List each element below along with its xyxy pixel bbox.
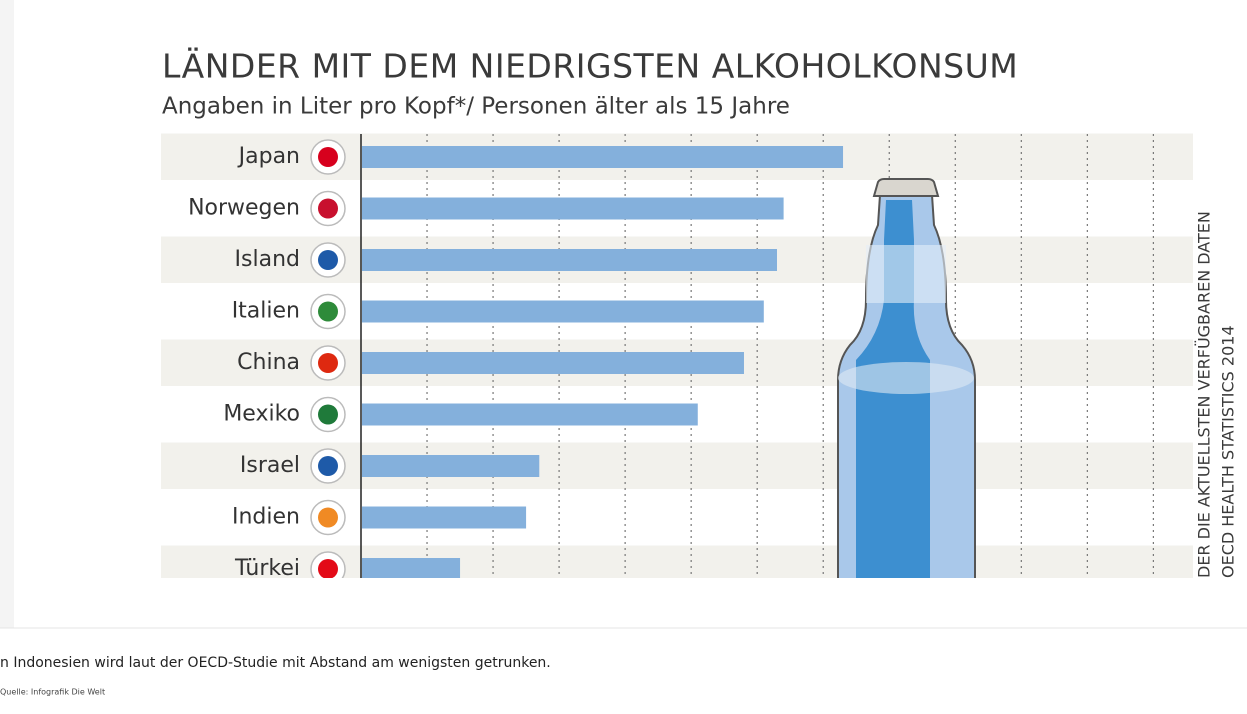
bar xyxy=(362,403,698,426)
flag-emblem xyxy=(318,559,338,578)
side-strip xyxy=(0,0,14,628)
flag-emblem xyxy=(318,507,338,528)
bar xyxy=(362,300,764,323)
bar xyxy=(362,558,461,578)
bar xyxy=(362,455,540,477)
y-tick-label: Italien xyxy=(232,299,300,324)
chart-title: LÄNDER MIT DEM NIEDRIGSTEN ALKOHOLKONSUM xyxy=(162,47,1018,86)
plot: Japan Norwegen Island Italien China Mexiko Isr… xyxy=(161,133,1193,581)
bar xyxy=(362,352,744,374)
y-tick-label: Mexiko xyxy=(223,402,300,427)
bar xyxy=(362,506,527,529)
annotation: DER DIE AKTUELLSTEN VERFÜGBAREN DATEN xyxy=(1195,211,1214,578)
flag-emblem xyxy=(318,250,338,270)
flag-emblem xyxy=(318,456,338,476)
y-tick-label: Island xyxy=(235,247,300,272)
y-tick-label: Israel xyxy=(240,453,300,478)
y-tick-label: Indien xyxy=(232,505,300,530)
bottle-shine xyxy=(838,362,974,394)
flag-emblem xyxy=(318,353,338,373)
flag-emblem xyxy=(318,301,338,322)
caption: n Indonesien wird laut der OECD-Studie m… xyxy=(0,655,551,671)
bottle-cap xyxy=(872,178,940,197)
y-tick-label: Türkei xyxy=(234,556,300,581)
credit: Quelle: Infografik Die Welt xyxy=(0,688,105,697)
flag-emblem xyxy=(318,147,338,167)
annotation: OECD HEALTH STATISTICS 2014 xyxy=(1219,325,1238,578)
flag-emblem xyxy=(318,404,338,425)
chart-subtitle: Angaben in Liter pro Kopf*/ Personen ält… xyxy=(162,94,790,120)
y-tick-label: China xyxy=(237,350,300,375)
bottle xyxy=(837,178,976,578)
bar xyxy=(362,249,777,271)
flag-emblem xyxy=(318,198,338,219)
bar xyxy=(362,197,784,220)
bar xyxy=(362,146,844,168)
bottle-label xyxy=(866,245,946,303)
y-tick-label: Norwegen xyxy=(188,196,300,221)
y-tick-label: Japan xyxy=(237,144,300,169)
